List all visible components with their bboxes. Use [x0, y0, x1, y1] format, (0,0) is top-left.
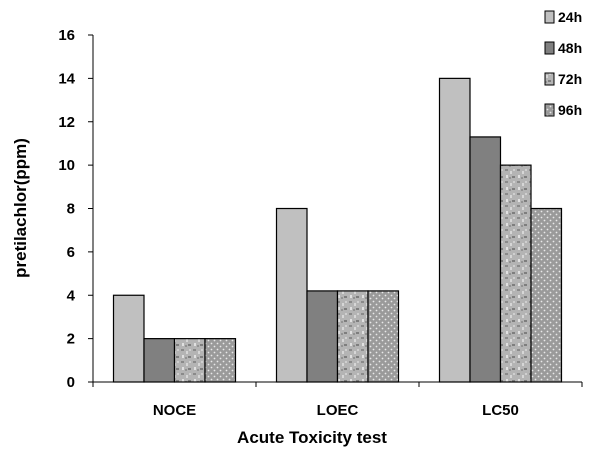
y-tick-label: 2: [67, 331, 75, 348]
y-tick-label: 4: [67, 287, 76, 304]
y-tick-label: 16: [58, 27, 75, 44]
bar-lc50-24h: [438, 77, 471, 383]
legend-swatch-48h: [544, 41, 555, 55]
x-tick-label-noce: NOCE: [153, 402, 196, 419]
legend-label-48h: 48h: [558, 40, 582, 56]
bars-group: [112, 77, 563, 383]
y-tick-label: 12: [58, 114, 75, 131]
y-axis-ticks: 0 2 4 6 8 10 12 14 16: [58, 27, 93, 391]
bar-loec-48h: [306, 290, 339, 383]
bar-loec-24h: [275, 207, 308, 383]
bar-loec-72h: [336, 290, 369, 383]
legend: 24h 48h 72h 96h: [544, 9, 582, 118]
legend-label-72h: 72h: [558, 71, 582, 87]
y-tick-label: 8: [67, 201, 75, 218]
bar-noce-24h: [112, 294, 145, 383]
legend-swatch-96h: [544, 103, 555, 117]
bar-lc50-96h: [530, 207, 563, 383]
bar-noce-48h: [143, 338, 176, 383]
bar-lc50-72h: [499, 164, 532, 383]
legend-label-24h: 24h: [558, 9, 582, 25]
legend-label-96h: 96h: [558, 102, 582, 118]
y-tick-label: 6: [67, 244, 75, 261]
x-axis-ticks: NOCE LOEC LC50: [92, 382, 583, 419]
legend-swatch-24h: [544, 10, 555, 24]
x-tick-label-lc50: LC50: [482, 402, 519, 419]
bar-loec-96h: [367, 290, 400, 383]
bar-lc50-48h: [469, 136, 502, 383]
y-tick-label: 14: [58, 70, 75, 87]
x-axis-title: Acute Toxicity test: [237, 428, 387, 447]
bar-noce-72h: [173, 338, 206, 383]
y-tick-label: 0: [67, 374, 75, 391]
x-tick-label-loec: LOEC: [317, 402, 359, 419]
legend-swatch-72h: [544, 72, 555, 86]
bar-noce-96h: [204, 338, 237, 383]
y-tick-label: 10: [58, 157, 75, 174]
y-axis-title: pretilachlor(ppm): [11, 138, 30, 278]
